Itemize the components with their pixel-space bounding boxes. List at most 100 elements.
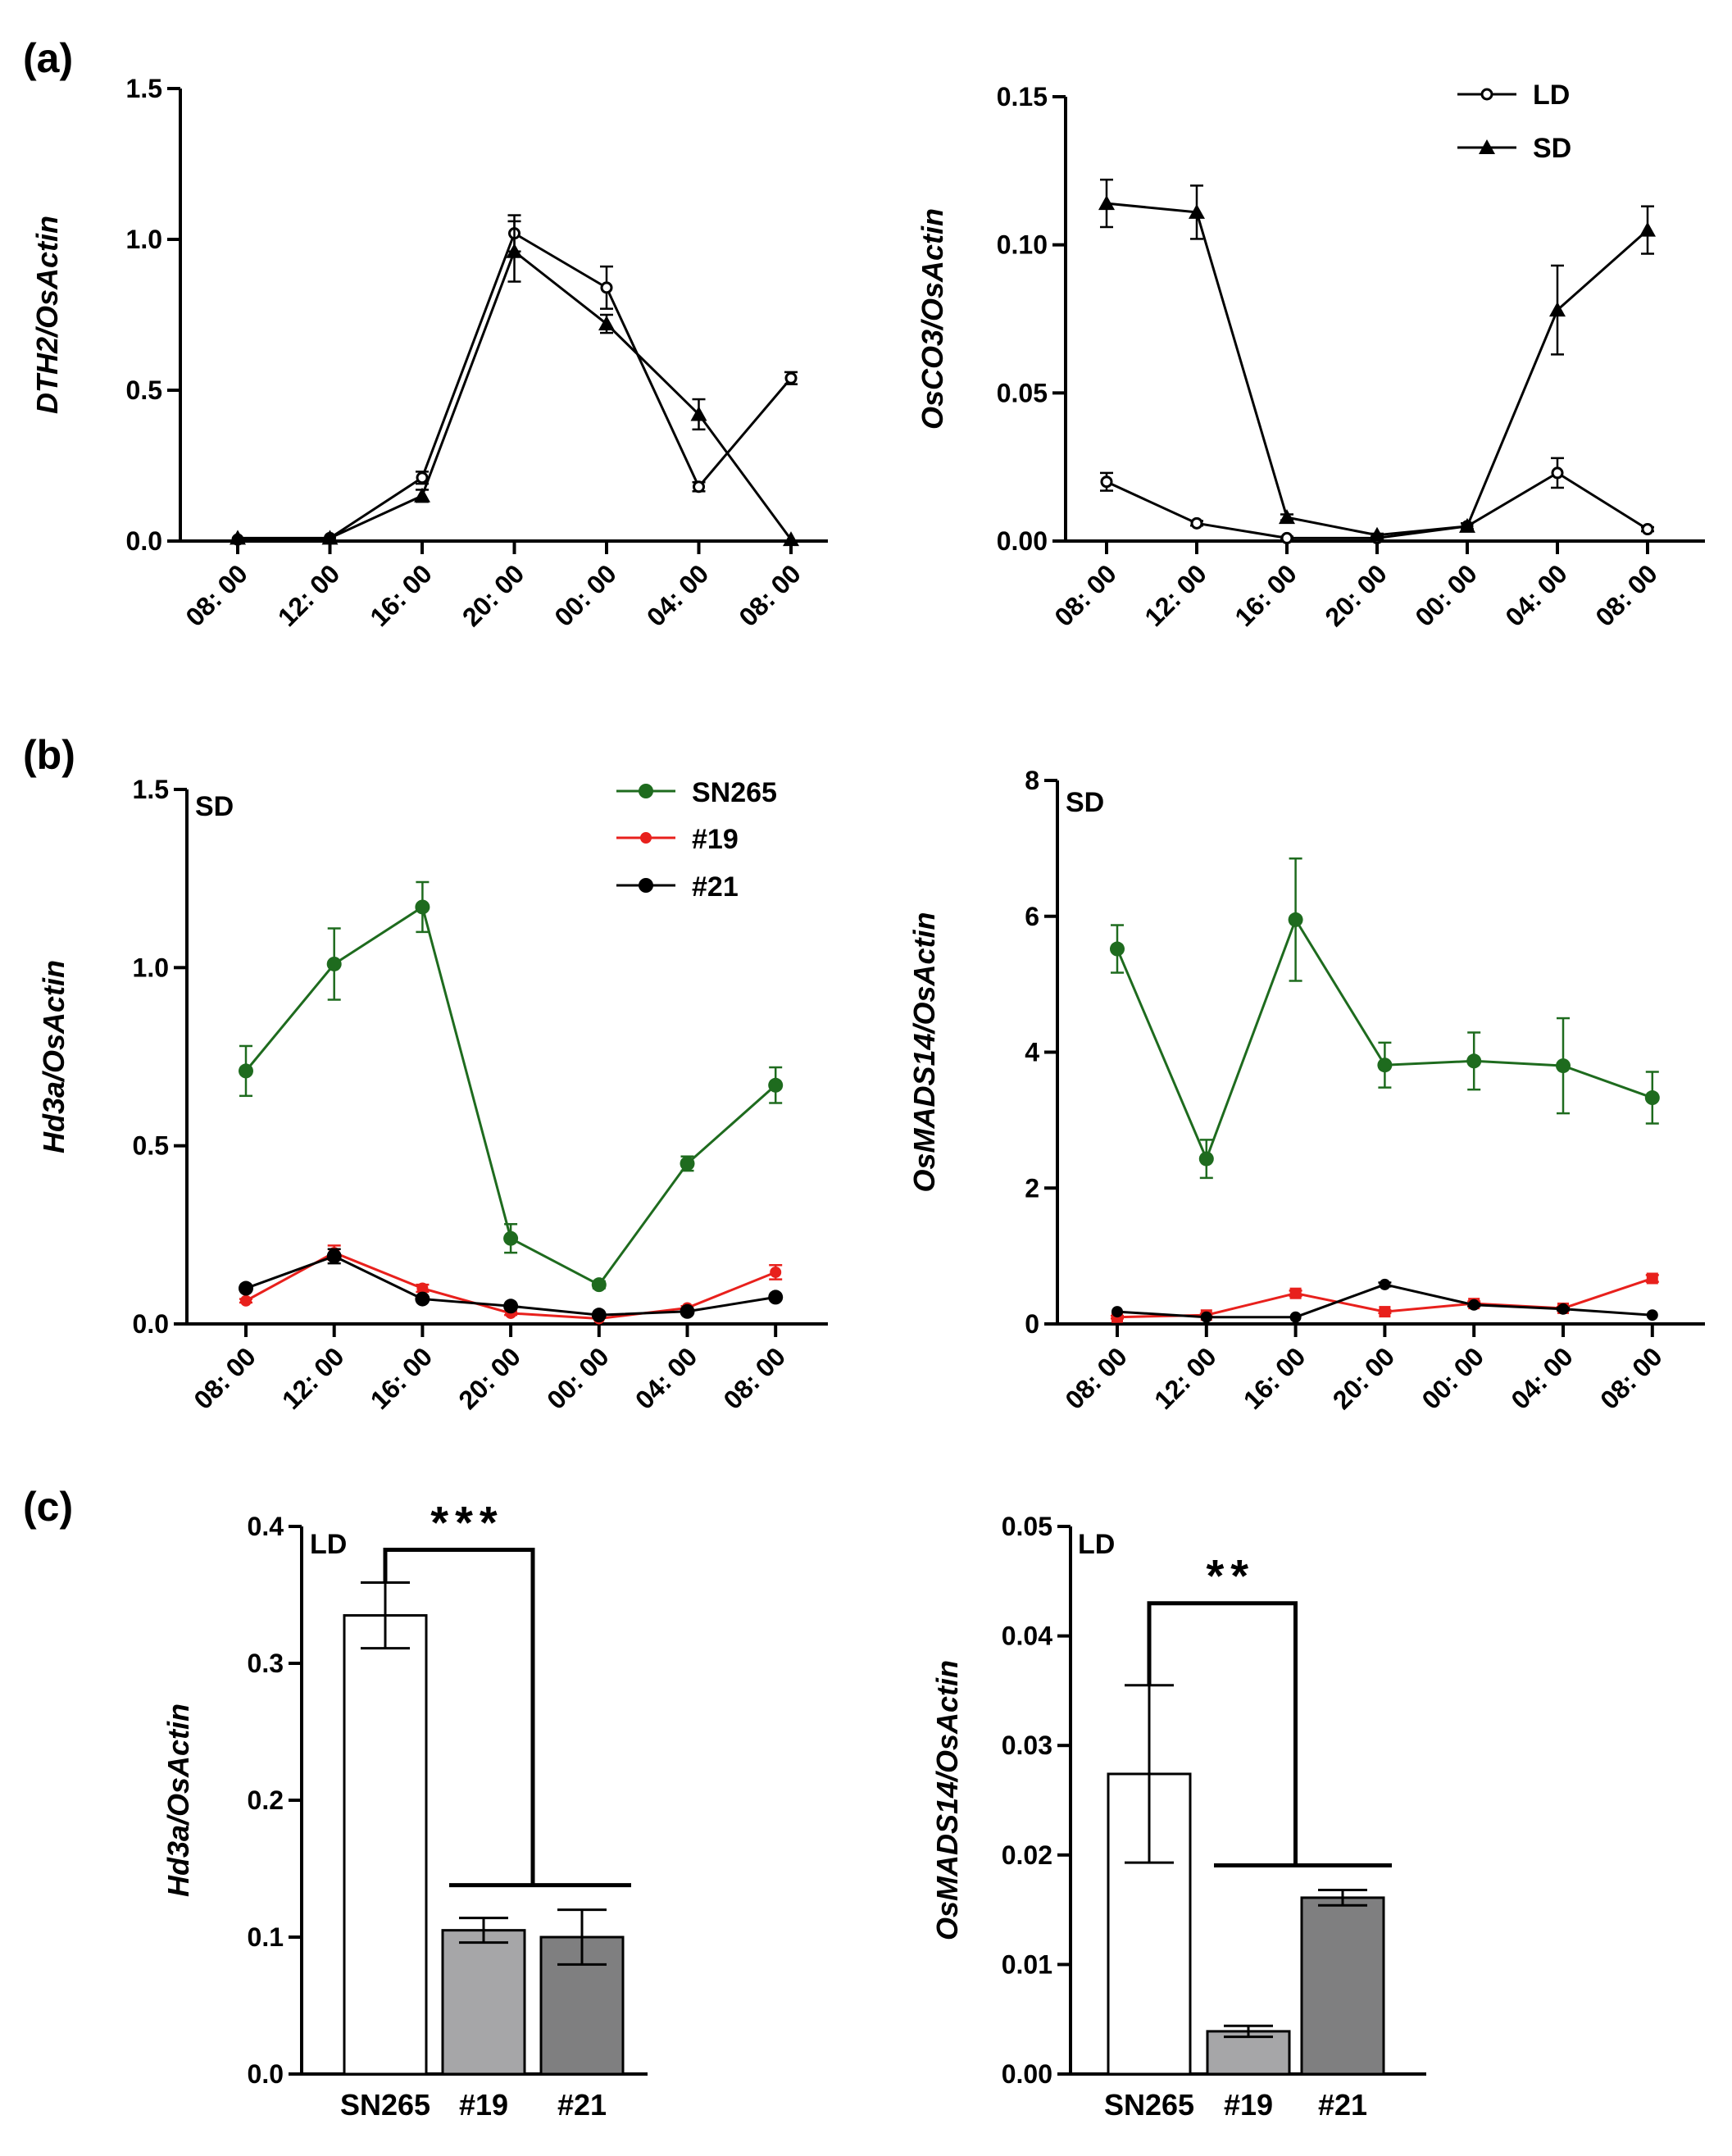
x-tick-label: 00: 00	[1409, 558, 1483, 632]
x-tick-label: 12: 00	[1148, 1341, 1222, 1415]
x-tick-label: 08: 00	[1589, 558, 1663, 632]
y-tick-label: 1.5	[133, 775, 169, 804]
inset-label: SD	[195, 791, 234, 822]
x-tick-label: 08: 00	[718, 1341, 792, 1415]
legend-label: #19	[692, 824, 739, 855]
y-tick-label: 0.5	[133, 1131, 169, 1161]
data-point	[1480, 88, 1493, 101]
data-point	[1280, 531, 1293, 544]
data-point	[1111, 1306, 1123, 1318]
significance-bracket	[383, 1547, 535, 1885]
panel-label-b: (b)	[23, 732, 75, 778]
data-point	[1098, 195, 1115, 211]
data-point	[239, 1280, 253, 1296]
y-axis-label: OsMADS14/OsActin	[907, 912, 941, 1192]
data-point	[506, 243, 523, 258]
data-point	[416, 471, 429, 484]
chart-c-left: 0.0 0.1 0.2 0.3 0.4 Hd3a/OsActin LD SN265 #19 #21…	[161, 1496, 648, 2122]
significance-stars: ***	[430, 1496, 503, 1548]
y-tick-label: 0	[1025, 1309, 1039, 1339]
data-point	[1110, 941, 1125, 957]
y-tick-label: 2	[1025, 1173, 1039, 1203]
data-point	[503, 1230, 519, 1246]
y-tick-label: 0.10	[997, 230, 1048, 260]
data-point	[1279, 509, 1295, 525]
x-tick-label: 20: 00	[1319, 558, 1393, 632]
data-point	[326, 956, 342, 971]
x-tick-label: 08: 00	[1048, 558, 1122, 632]
legend-entry: SD	[1457, 133, 1571, 164]
y-tick-label: 0.1	[248, 1922, 284, 1952]
data-point	[415, 899, 430, 915]
y-axis-label: DTH2/OsActin	[30, 216, 64, 414]
data-point	[1557, 1303, 1569, 1315]
series-SN265	[1110, 857, 1660, 1180]
bar	[343, 1614, 428, 2076]
x-tick-label: 08: 00	[733, 558, 807, 632]
data-point	[1100, 475, 1113, 489]
data-point	[1189, 203, 1205, 219]
x-tick-label: 12: 00	[272, 558, 346, 632]
y-tick-label: 0.0	[133, 1309, 169, 1339]
y-tick-label: 6	[1025, 902, 1039, 931]
data-point	[1639, 221, 1656, 237]
data-point	[1379, 1306, 1391, 1318]
data-point	[1459, 517, 1475, 533]
data-point	[1288, 912, 1303, 927]
data-point	[230, 530, 246, 545]
y-tick-label: 0.05	[997, 378, 1048, 407]
x-tick-label: 16: 00	[1229, 558, 1302, 632]
data-point	[240, 1294, 252, 1307]
data-point	[693, 480, 705, 494]
data-point	[416, 1282, 429, 1294]
y-tick-label: 1.5	[126, 74, 162, 103]
bar	[1206, 2030, 1291, 2076]
y-axis-label: Hd3a/OsActin	[161, 1703, 195, 1897]
x-tick-label: 20: 00	[452, 1341, 526, 1415]
y-tick-label: 0.0	[126, 526, 162, 556]
data-point	[1641, 523, 1654, 536]
category-label: SN265	[340, 2088, 430, 2122]
data-point	[783, 531, 799, 547]
y-tick-label: 0.00	[1002, 2059, 1052, 2089]
data-point	[600, 281, 613, 294]
data-point	[1646, 1309, 1658, 1321]
data-point	[591, 1308, 607, 1323]
panel-label-c: (c)	[23, 1484, 73, 1530]
legend-label: SN265	[692, 777, 777, 808]
data-point	[1644, 1090, 1660, 1106]
x-tick-label: 20: 00	[1327, 1341, 1401, 1415]
data-point	[1549, 302, 1566, 317]
y-tick-label: 0.04	[1002, 1622, 1052, 1651]
significance-bracket	[1147, 1601, 1298, 1866]
data-point	[640, 832, 652, 844]
data-point	[591, 1277, 607, 1293]
y-tick-label: 0.01	[1002, 1949, 1052, 1979]
inset-label: SD	[1066, 787, 1104, 818]
data-point	[1551, 466, 1564, 480]
category-label: SN265	[1104, 2088, 1194, 2122]
category-label: #19	[459, 2088, 508, 2122]
y-tick-label: 0.2	[248, 1785, 284, 1815]
data-point	[1466, 1053, 1482, 1069]
category-label: #21	[1318, 2088, 1367, 2122]
data-point	[321, 530, 339, 545]
x-tick-label: 08: 00	[1594, 1341, 1668, 1415]
series-SD	[1098, 178, 1656, 542]
x-tick-label: 04: 00	[630, 1341, 703, 1415]
legend-label: #21	[692, 871, 739, 903]
x-tick-label: 20: 00	[457, 558, 530, 632]
bar	[1300, 1896, 1385, 2076]
x-tick-label: 04: 00	[1505, 1341, 1579, 1415]
data-point	[1190, 516, 1203, 530]
data-point	[414, 487, 430, 503]
data-point	[690, 406, 707, 421]
bar	[441, 1929, 526, 2076]
data-point	[326, 1249, 342, 1264]
x-tick-label: 00: 00	[541, 1341, 615, 1415]
data-point	[770, 1266, 782, 1278]
